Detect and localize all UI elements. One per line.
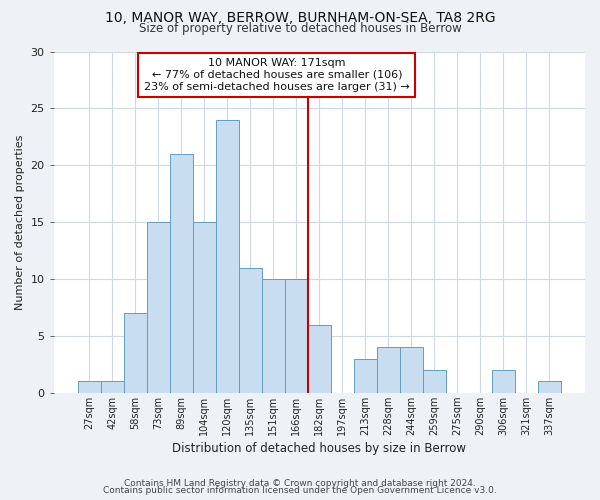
Bar xyxy=(308,324,331,393)
Bar xyxy=(193,222,216,393)
Bar xyxy=(101,382,124,393)
Bar xyxy=(147,222,170,393)
X-axis label: Distribution of detached houses by size in Berrow: Distribution of detached houses by size … xyxy=(172,442,466,455)
Bar xyxy=(492,370,515,393)
Text: Size of property relative to detached houses in Berrow: Size of property relative to detached ho… xyxy=(139,22,461,35)
Text: Contains public sector information licensed under the Open Government Licence v3: Contains public sector information licen… xyxy=(103,486,497,495)
Bar xyxy=(400,348,423,393)
Bar xyxy=(78,382,101,393)
Bar xyxy=(285,279,308,393)
Text: 10 MANOR WAY: 171sqm
← 77% of detached houses are smaller (106)
23% of semi-deta: 10 MANOR WAY: 171sqm ← 77% of detached h… xyxy=(144,58,410,92)
Y-axis label: Number of detached properties: Number of detached properties xyxy=(15,134,25,310)
Bar xyxy=(239,268,262,393)
Bar xyxy=(538,382,561,393)
Bar xyxy=(423,370,446,393)
Bar xyxy=(170,154,193,393)
Bar xyxy=(124,313,147,393)
Bar xyxy=(354,358,377,393)
Text: Contains HM Land Registry data © Crown copyright and database right 2024.: Contains HM Land Registry data © Crown c… xyxy=(124,478,476,488)
Bar xyxy=(377,348,400,393)
Bar xyxy=(216,120,239,393)
Text: 10, MANOR WAY, BERROW, BURNHAM-ON-SEA, TA8 2RG: 10, MANOR WAY, BERROW, BURNHAM-ON-SEA, T… xyxy=(104,11,496,25)
Bar xyxy=(262,279,285,393)
